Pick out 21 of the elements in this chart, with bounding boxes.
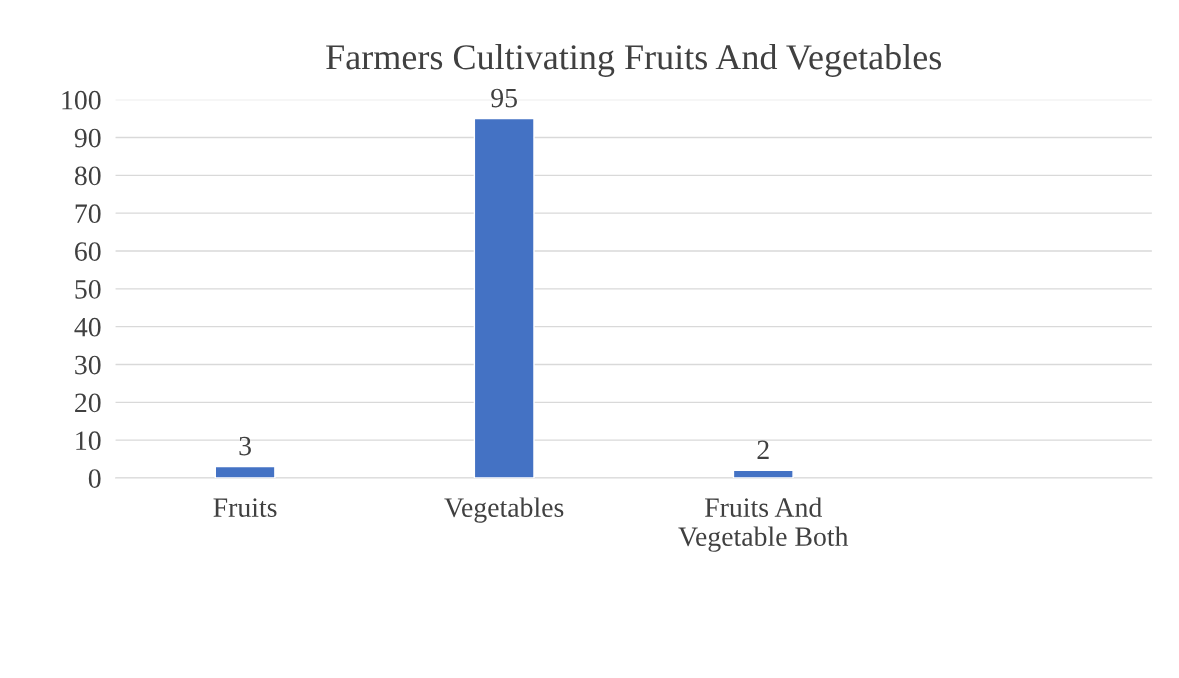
x-tick-label: Vegetables — [444, 497, 564, 523]
y-tick-label: 50 — [75, 279, 101, 299]
bar — [732, 469, 794, 478]
data-label: 3 — [239, 436, 251, 456]
y-tick-label: 0 — [88, 469, 101, 488]
y-tick-label: 30 — [75, 355, 101, 375]
y-tick-label: 100 — [62, 90, 101, 110]
y-tick-label: 70 — [75, 204, 101, 224]
y-tick-label: 90 — [74, 128, 101, 148]
chart-title: Farmers Cultivating Fruits And Vegetables — [326, 44, 941, 77]
data-label: 95 — [491, 88, 517, 108]
bar — [473, 117, 535, 478]
data-label: 2 — [757, 440, 769, 459]
y-tick-label: 10 — [76, 431, 101, 451]
y-tick-label: 80 — [74, 166, 101, 186]
y-tick-label: 40 — [74, 317, 101, 337]
y-tick-label: 20 — [75, 393, 101, 413]
x-tick-label: Fruits And Vegetable Both — [678, 497, 849, 552]
x-tick-label: Fruits — [213, 498, 277, 517]
y-tick-label: 60 — [75, 242, 101, 261]
bar — [214, 465, 276, 478]
